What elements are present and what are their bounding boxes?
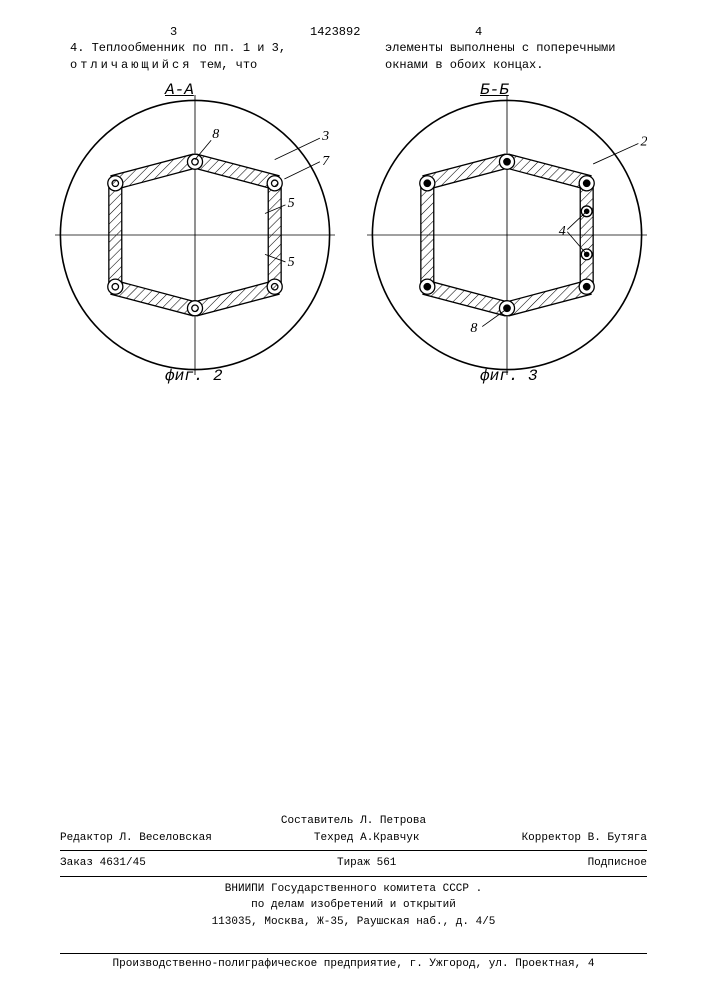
svg-text:2: 2 [641, 135, 647, 150]
svg-text:5: 5 [288, 196, 295, 211]
claim-text-right: элементы выполнены с поперечными окнами … [385, 40, 645, 74]
patent-page: 3 1423892 4 4. Теплообменник по пп. 1 и … [0, 0, 707, 1000]
order-line: Заказ 4631/45 [60, 855, 146, 872]
footer-line: Производственно-полиграфическое предприя… [60, 958, 647, 970]
figures-container: А-А [55, 95, 655, 405]
column-number-left: 3 [170, 25, 177, 39]
subscription-line: Подписное [588, 855, 647, 872]
tirazh-line: Тираж 561 [337, 855, 396, 872]
claim-prefix: 4. Теплообменник по пп. 1 и 3, [70, 41, 286, 55]
svg-text:5: 5 [288, 255, 295, 270]
column-number-right: 4 [475, 25, 482, 39]
svg-text:7: 7 [322, 154, 330, 169]
figure-2-caption: фиг. 2 [165, 367, 223, 385]
figure-3: 2 4 8 [367, 95, 647, 375]
techred-line: Техред А.Кравчук [314, 830, 420, 847]
corrector-line: Корректор В. Бутяга [522, 830, 647, 847]
claim-text-left: 4. Теплообменник по пп. 1 и 3, отличающи… [70, 40, 330, 74]
claim-tail: тем, что [192, 58, 257, 72]
figure-2: 3 7 8 5 5 [55, 95, 335, 375]
org-address: 113035, Москва, Ж-35, Раушская наб., д. … [60, 914, 647, 931]
org-line-2: по делам изобретений и открытий [60, 897, 647, 914]
svg-text:4: 4 [559, 224, 566, 239]
colophon-block: Составитель Л. Петрова Редактор Л. Весел… [60, 813, 647, 930]
svg-text:8: 8 [212, 127, 219, 142]
compiler-line: Составитель Л. Петрова [60, 813, 647, 830]
editor-line: Редактор Л. Веселовская [60, 830, 212, 847]
org-line-1: ВНИИПИ Государственного комитета СССР . [60, 881, 647, 898]
svg-text:3: 3 [321, 129, 329, 144]
claim-distinguisher: отличающийся [70, 58, 192, 72]
svg-text:8: 8 [470, 321, 477, 336]
document-number: 1423892 [310, 25, 360, 39]
figure-3-caption: фиг. 3 [480, 367, 538, 385]
footer-block: Производственно-полиграфическое предприя… [60, 949, 647, 970]
